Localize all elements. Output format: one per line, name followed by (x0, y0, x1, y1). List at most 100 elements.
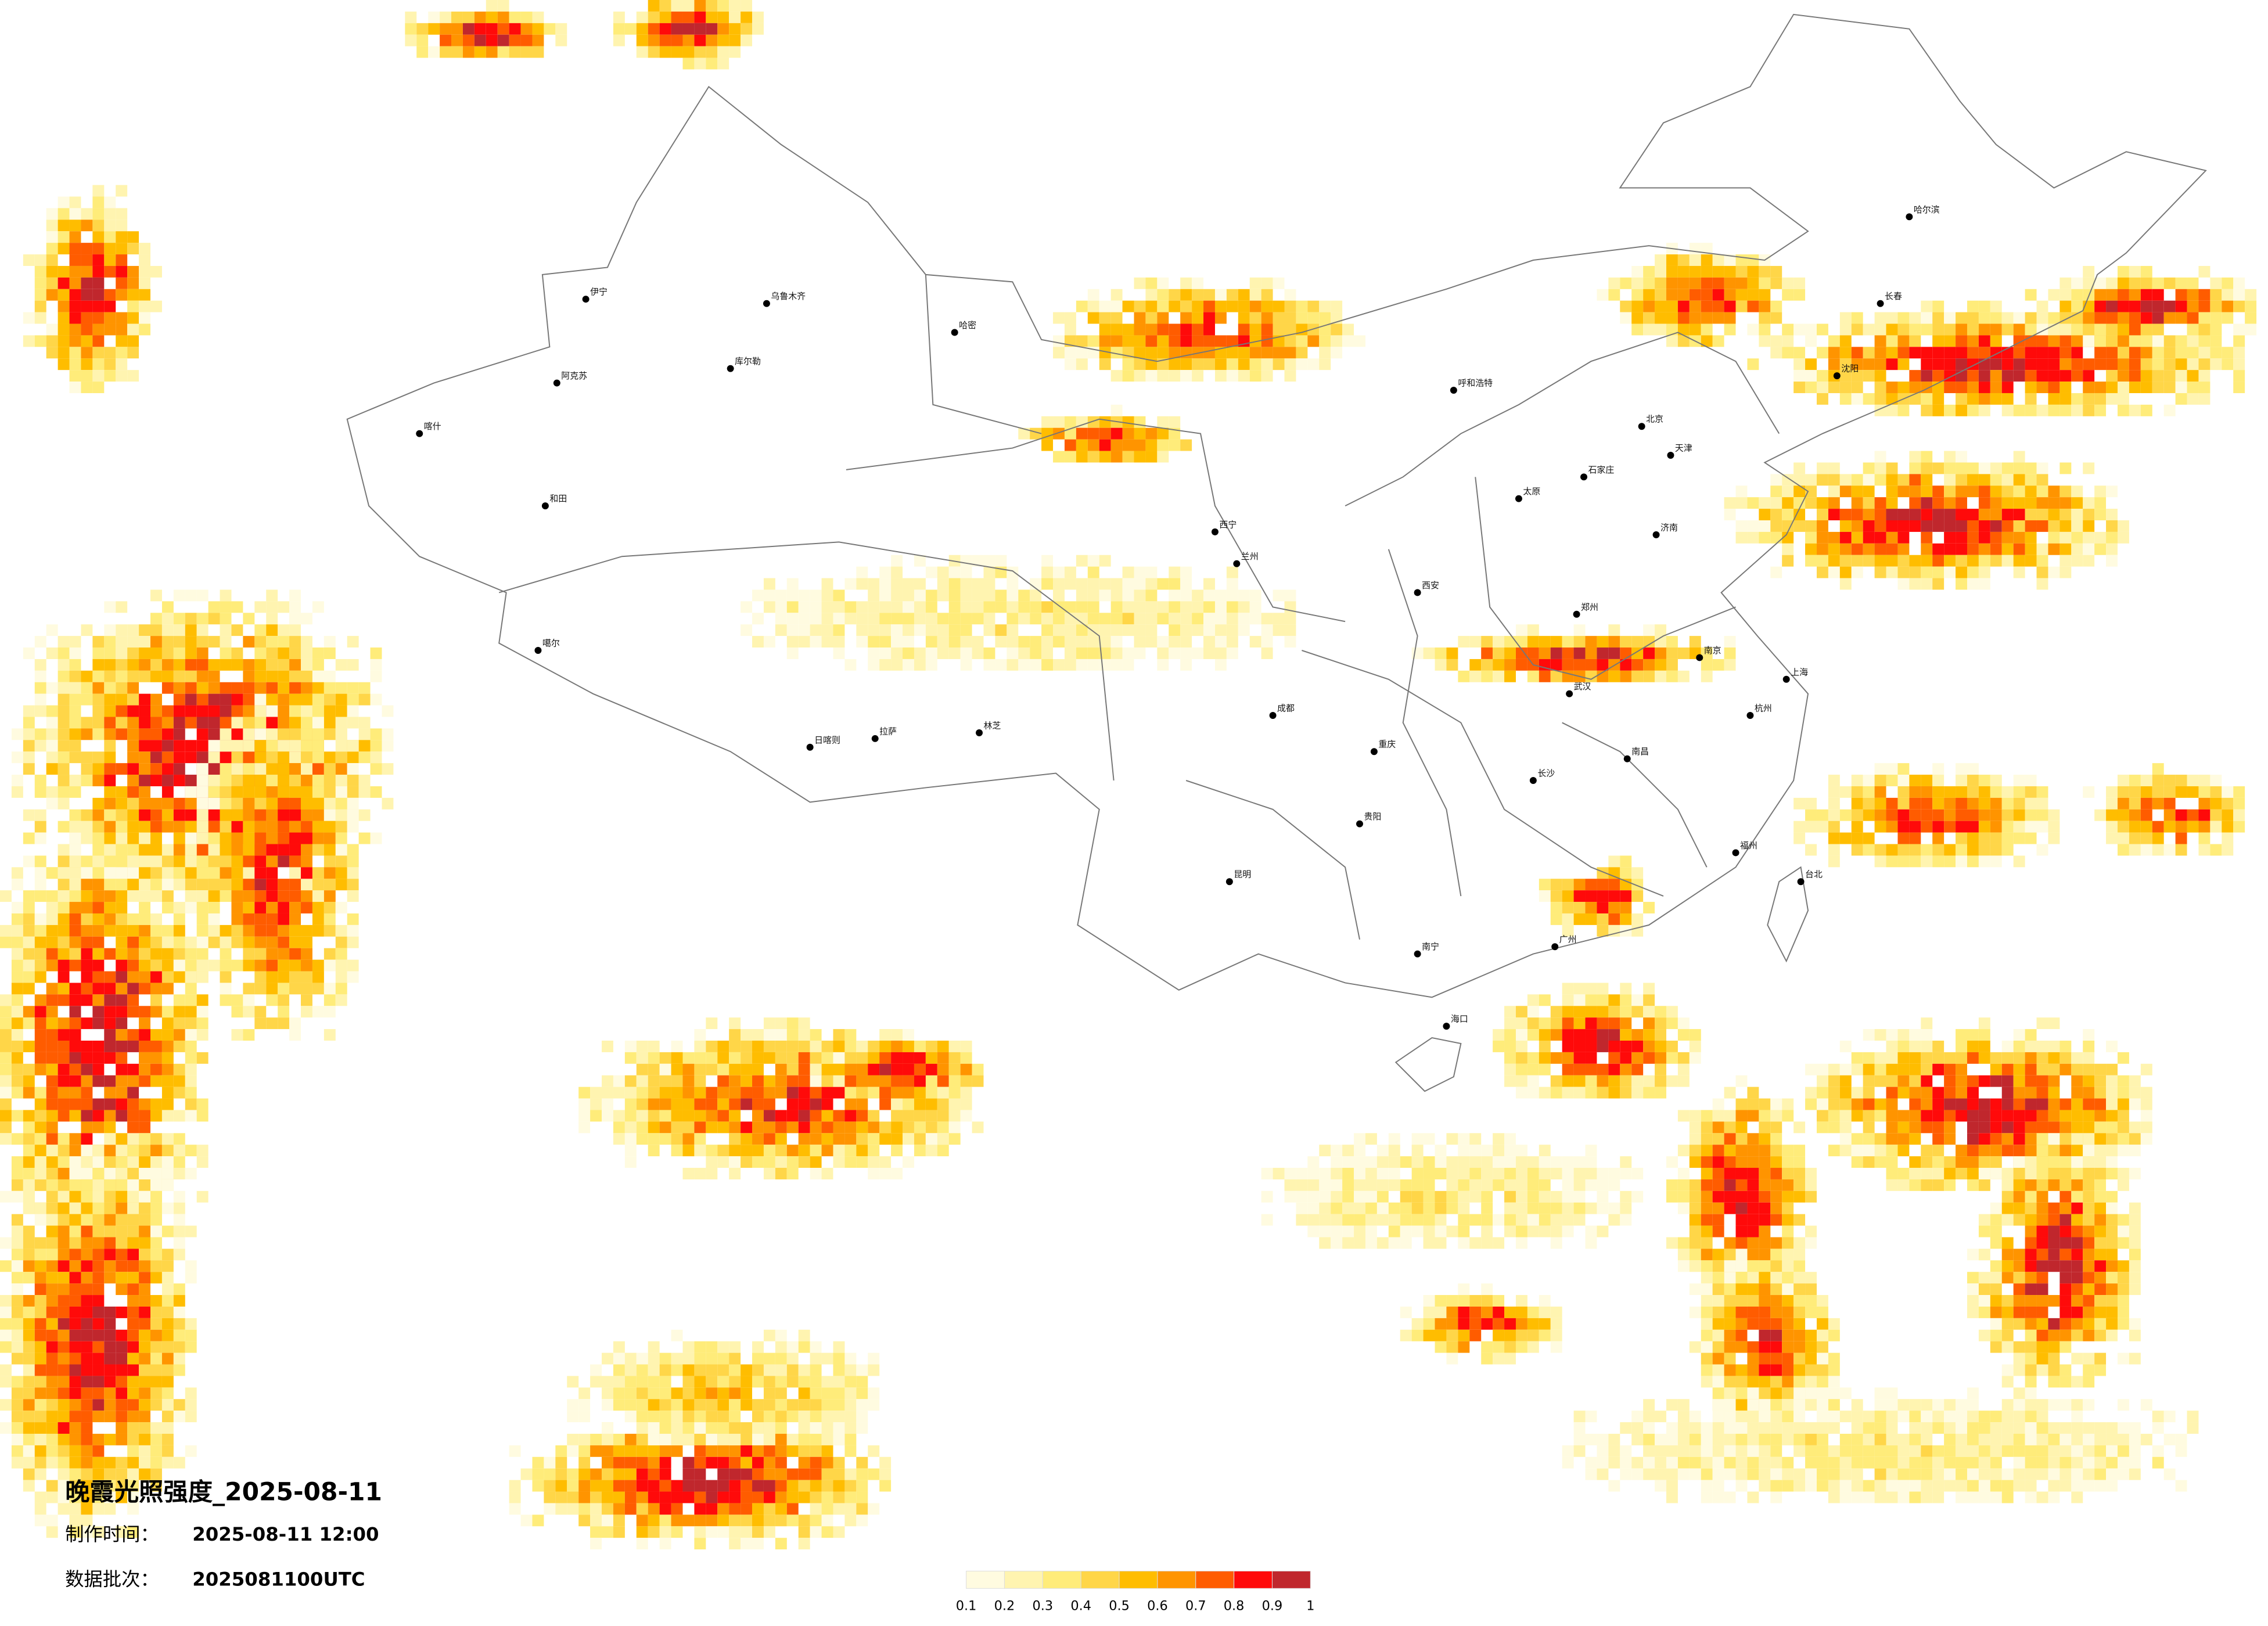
heat-cell (1978, 1052, 1990, 1064)
heat-cell (301, 763, 312, 775)
heat-cell (1435, 1341, 1447, 1353)
heat-cell (2083, 382, 2095, 393)
heat-cell (1273, 358, 1285, 370)
heat-cell (231, 751, 243, 764)
heat-cell (185, 1399, 197, 1411)
heat-cell (116, 1422, 128, 1434)
heat-cell (1805, 844, 1817, 856)
heat-cell (34, 682, 46, 694)
heat-cell (2048, 1202, 2060, 1214)
heat-cell (2071, 1052, 2083, 1064)
heat-cell (1145, 277, 1158, 289)
heat-cell (1770, 1329, 1782, 1341)
heat-cell (1122, 335, 1134, 347)
heat-cell (92, 1503, 105, 1515)
heat-cell (81, 1491, 93, 1503)
heat-cell (266, 902, 278, 913)
heat-cell (786, 1145, 799, 1157)
heat-cell (69, 1491, 81, 1503)
heat-cell (1701, 289, 1713, 301)
heat-cell (2106, 335, 2118, 347)
heat-cell (220, 601, 232, 613)
heat-cell (69, 659, 81, 671)
heat-cell (1493, 1318, 1505, 1330)
heat-cell (1990, 1318, 2002, 1330)
heat-cell (1076, 300, 1088, 312)
heat-cell (278, 601, 290, 613)
heat-cell (1932, 509, 1944, 520)
heat-cell (2025, 555, 2037, 567)
heat-cell (2059, 1295, 2072, 1307)
heat-cell (34, 1202, 46, 1214)
heat-cell (717, 1468, 729, 1480)
heat-cell (370, 670, 382, 682)
heat-cell (127, 855, 139, 868)
heat-cell (1747, 1260, 1759, 1272)
heat-cell (2048, 832, 2060, 844)
heat-cell (92, 879, 105, 891)
heat-cell (57, 763, 70, 775)
heat-cell (34, 1341, 46, 1353)
heat-cell (648, 1063, 660, 1075)
heat-cell (1770, 1249, 1782, 1261)
heat-cell (602, 1087, 613, 1099)
heat-cell (2025, 1306, 2037, 1318)
heat-cell (34, 1237, 46, 1249)
heat-cell (92, 1190, 105, 1203)
heat-cell (671, 1503, 683, 1515)
heat-cell (2071, 1098, 2083, 1110)
heat-cell (2048, 1017, 2060, 1030)
heat-cell (717, 1121, 729, 1134)
heat-cell (104, 1190, 116, 1203)
heat-cell (868, 1052, 880, 1064)
heat-cell (1851, 323, 1863, 336)
heat-cell (1585, 1063, 1597, 1075)
heat-cell (671, 1087, 683, 1099)
heat-cell (2025, 1318, 2037, 1330)
heat-cell (0, 1133, 12, 1145)
heat-cell (81, 1341, 93, 1353)
heat-cell (139, 751, 151, 764)
heat-cell (2094, 393, 2107, 405)
heat-cell (69, 682, 81, 694)
heat-cell (1759, 300, 1771, 312)
heat-cell (2025, 462, 2037, 474)
heat-cell (69, 693, 81, 706)
heat-cell (81, 1052, 93, 1064)
heat-cell (81, 1526, 93, 1538)
heat-cell (1944, 844, 1956, 856)
heat-cell (1689, 1202, 1701, 1214)
heat-cell (1331, 323, 1343, 336)
heat-cell (11, 1110, 23, 1122)
heat-cell (116, 1411, 128, 1423)
heat-cell (23, 1387, 35, 1400)
heat-cell (2187, 277, 2199, 289)
heat-cell (57, 670, 70, 682)
heat-cell (2163, 347, 2176, 359)
heat-cell (92, 335, 105, 347)
heat-cell (2071, 1145, 2083, 1157)
heat-cell (2013, 1179, 2025, 1191)
heat-cell (34, 289, 46, 301)
heat-cell (2094, 1295, 2107, 1307)
heat-cell (1411, 1329, 1424, 1341)
heat-cell (278, 636, 290, 648)
heat-cell (1631, 300, 1644, 312)
heat-cell (1550, 647, 1562, 659)
heat-cell (231, 797, 243, 810)
heat-cell (2175, 347, 2187, 359)
heat-cell (347, 717, 359, 729)
heat-cell (2106, 531, 2118, 544)
heat-cell (34, 890, 46, 902)
heat-cell (856, 1456, 868, 1469)
heat-cell (1770, 312, 1782, 324)
heat-cell (624, 1041, 637, 1052)
heat-cell (220, 983, 232, 995)
heat-cell (717, 1075, 729, 1087)
heat-cell (1145, 312, 1158, 324)
heat-cell (1573, 1041, 1586, 1052)
heat-cell (139, 924, 151, 937)
heat-cell (23, 1306, 35, 1318)
heat-cell (11, 1168, 23, 1179)
heat-cell (34, 1214, 46, 1226)
